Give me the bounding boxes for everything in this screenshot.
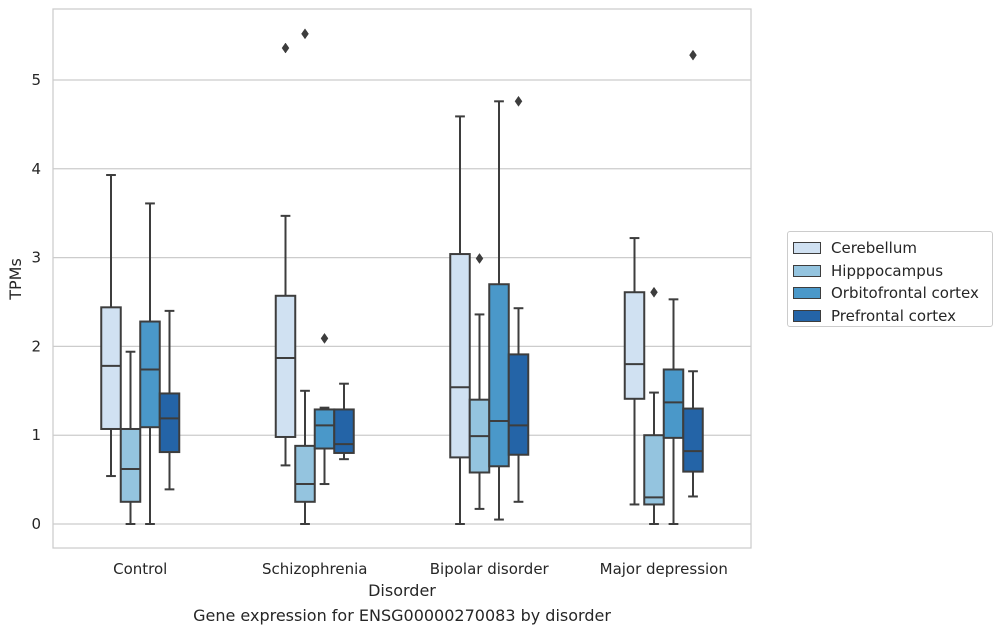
outlier-point [320,332,329,344]
y-tick-label: 0 [31,515,41,533]
box [119,427,142,503]
legend: Cerebellum Hipppocampus Orbitofrontal co… [787,231,993,327]
legend-item-cerebellum: Cerebellum [793,237,992,260]
y-tick-label: 4 [31,160,41,178]
box-group [119,350,142,525]
box [158,392,181,454]
x-tick-label: Schizophrenia [262,560,367,578]
box-group [333,382,355,461]
box [662,368,685,439]
box-group [139,202,161,525]
box [313,408,336,450]
legend-item-orbitofrontal-cortex: Orbitofrontal cortex [793,282,992,305]
x-axis-label: Disorder [368,581,436,600]
box-group [158,309,181,491]
legend-label-prefrontal-cortex: Prefrontal cortex [831,306,956,325]
legend-item-hipppocampus: Hipppocampus [793,260,992,283]
figure-caption: Gene expression for ENSG00000270083 by d… [193,606,611,625]
box [333,408,355,454]
outlier-point [475,253,484,264]
box-group [294,28,316,525]
box [488,283,510,468]
legend-swatch-cerebellum [793,242,821,255]
y-axis-ticks: 0 1 2 3 4 5 [31,71,41,533]
box-group [274,42,297,467]
boxes [100,28,704,525]
outlier-point [689,49,697,61]
y-axis-label: TPMs [6,258,25,301]
y-tick-label: 1 [31,426,41,444]
box-group [643,286,665,525]
box [682,407,704,473]
box [274,294,297,438]
y-tick-label: 2 [31,337,41,355]
box-group [468,253,491,510]
box [643,434,665,506]
box [294,444,316,503]
outlier-point [301,28,309,40]
box-group [662,298,685,525]
x-tick-label: Control [113,560,167,578]
box [507,353,530,456]
legend-label-hipppocampus: Hipppocampus [831,261,944,280]
x-tick-label: Bipolar disorder [430,560,550,578]
outlier-point [281,42,290,54]
box-group [507,95,530,503]
box-group [682,49,704,498]
box-group [449,115,471,525]
box-group [313,332,336,486]
x-axis-ticks: Control Schizophrenia Bipolar disorder Majo… [113,560,728,578]
legend-swatch-orbitofrontal-cortex [793,287,821,300]
legend-label-orbitofrontal-cortex: Orbitofrontal cortex [831,284,979,303]
outlier-point [650,286,658,298]
legend-item-prefrontal-cortex: Prefrontal cortex [793,305,992,328]
x-tick-label: Major depression [600,560,728,578]
box-group [623,237,646,506]
box-group [488,100,510,521]
outlier-point [514,95,523,107]
plot-frame [52,8,752,549]
box-group [100,174,122,478]
legend-swatch-hipppocampus [793,264,821,277]
legend-swatch-prefrontal-cortex [793,309,821,322]
box [100,306,122,430]
y-tick-label: 5 [31,71,41,89]
box [139,320,161,429]
legend-label-cerebellum: Cerebellum [831,239,917,258]
y-tick-label: 3 [31,249,41,267]
box [623,291,646,400]
box [449,253,471,459]
